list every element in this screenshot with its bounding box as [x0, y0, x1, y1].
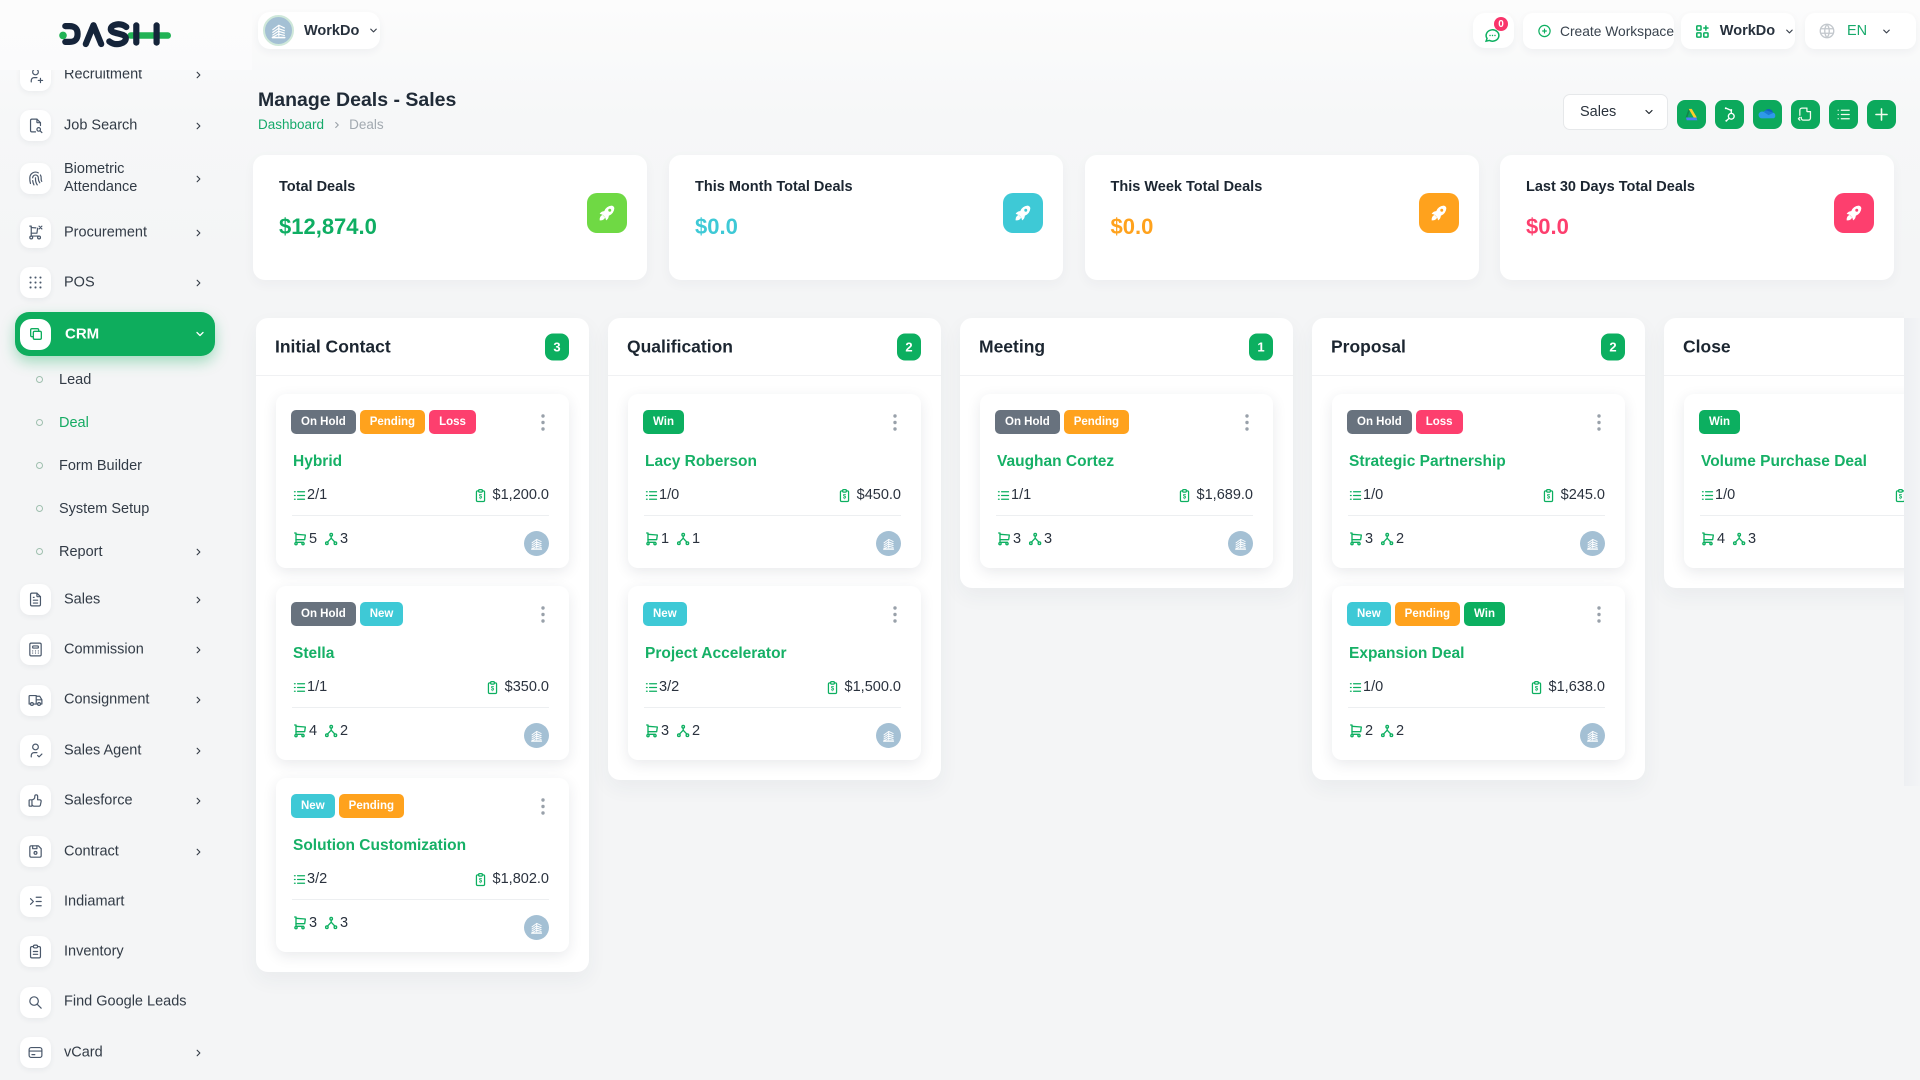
- svg-text:$: $: [1546, 494, 1550, 500]
- svg-text:$: $: [842, 494, 846, 500]
- svg-text:$: $: [478, 878, 482, 884]
- svg-text:$: $: [830, 686, 834, 692]
- svg-text:$: $: [478, 494, 482, 500]
- svg-text:$: $: [1898, 494, 1902, 500]
- svg-text:$: $: [490, 686, 494, 692]
- svg-text:$: $: [1182, 494, 1186, 500]
- svg-text:$: $: [1534, 686, 1538, 692]
